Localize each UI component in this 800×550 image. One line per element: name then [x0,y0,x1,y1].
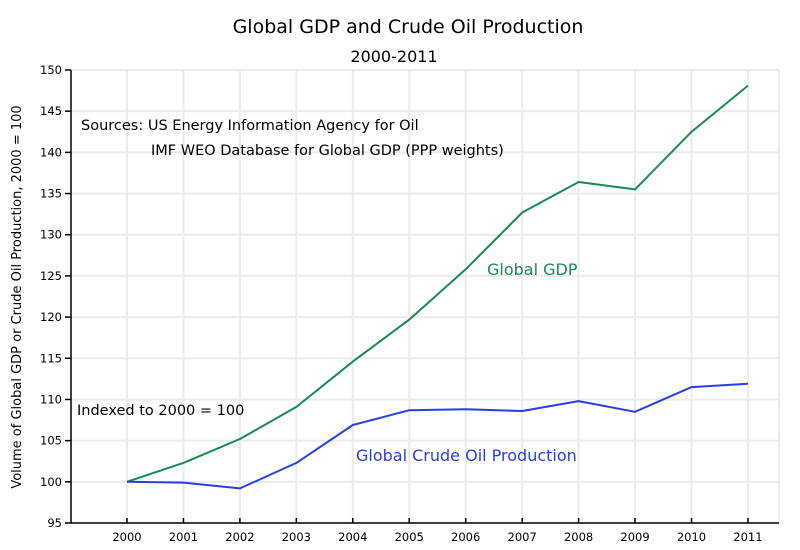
y-tick-label: 115 [40,351,62,365]
x-tick-label: 2001 [169,530,198,544]
series-label-oil: Global Crude Oil Production [356,446,577,465]
sources-annotation-line1: Sources: US Energy Information Agency fo… [81,118,419,134]
index-note-annotation: Indexed to 2000 = 100 [77,403,244,419]
series-line-oil [126,382,749,490]
chart-title: Global GDP and Crude Oil Production [233,16,584,38]
y-tick-label: 135 [40,187,62,201]
y-tick-label: 150 [40,63,62,77]
series-label-gdp: Global GDP [487,260,578,279]
series [126,84,749,490]
x-tick-label: 2000 [112,530,141,544]
y-tick-label: 110 [40,392,62,406]
x-tick-label: 2005 [395,530,424,544]
x-tick-label: 2011 [733,530,762,544]
y-tick-label: 120 [40,310,62,324]
y-tick-label: 145 [40,104,62,118]
axes [65,69,779,524]
x-tick-label: 2006 [451,530,480,544]
x-tick-label: 2002 [225,530,254,544]
x-tick-label: 2003 [282,530,311,544]
sources-annotation-line2: IMF WEO Database for Global GDP (PPP wei… [151,143,504,159]
x-tick-label: 2004 [338,530,367,544]
y-tick-label: 125 [40,269,62,283]
tick-labels: 95 100 105 110 115 120 125 130 135 140 145 150 2000 2… [40,63,763,544]
y-tick-label: 100 [40,475,62,489]
y-axis-label: Volume of Global GDP or Crude Oil Produc… [10,105,25,488]
y-tick-label: 95 [47,516,62,530]
series-line-gdp [126,84,749,483]
chart-subtitle: 2000-2011 [350,47,437,66]
x-tick-label: 2008 [564,530,593,544]
y-tick-label: 105 [40,434,62,448]
y-tick-label: 130 [40,228,62,242]
x-tick-label: 2009 [620,530,649,544]
x-tick-label: 2007 [508,530,537,544]
y-tick-label: 140 [40,145,62,159]
grid [71,69,780,523]
x-tick-label: 2010 [677,530,706,544]
